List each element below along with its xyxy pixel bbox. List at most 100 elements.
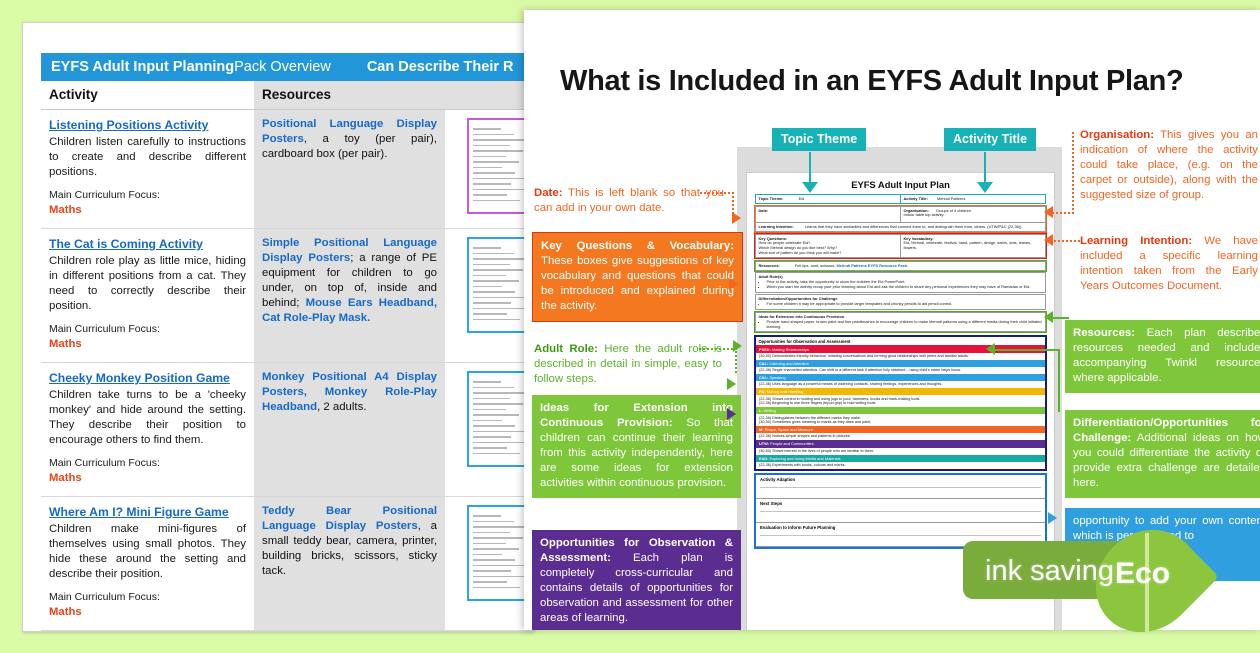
leader-key-questions-arrow-icon (729, 278, 738, 290)
note-observation: Opportunities for Observation & Assessme… (532, 530, 741, 630)
key-question-item: Which Mehndi design do you like best? Wh… (758, 245, 838, 251)
overview-document-content: EYFS Adult Input Planning Pack Overview … (41, 53, 533, 631)
leader-extension-arrow-icon (727, 378, 736, 390)
activity-link[interactable]: The Cat is Coming Activity (49, 237, 203, 251)
topic-theme-label: Topic Theme: (758, 195, 784, 201)
extension-item: Provide hand shaped paper, brown paint a… (767, 319, 1043, 329)
worksheet-thumbnail[interactable] (467, 118, 533, 214)
overview-header-bar: EYFS Adult Input Planning Pack Overview … (41, 53, 533, 81)
observation-text: (30-50) Shows interest in the lives of p… (759, 448, 875, 453)
activity-description: Children make mini-figures of themselves… (49, 523, 246, 581)
note-extension: Ideas for Extension into Continuous Prov… (532, 395, 741, 498)
leader-date-h (700, 192, 734, 194)
observation-code: PD: (759, 389, 766, 395)
table-row: Cheeky Monkey Position Game Children take… (41, 362, 533, 498)
plan-topic-row-table: Topic Theme: Eid Activity Title: Mehndi … (755, 194, 1046, 204)
worksheet-thumbnail[interactable] (467, 237, 533, 333)
observation-band: PSED: Making Relationships (756, 345, 1045, 353)
resource-link[interactable]: Simple Positional Language Display Poste… (262, 237, 437, 265)
key-question-item: What sort of pattern do you think you wi… (758, 249, 842, 255)
leader-adult-role-v (735, 348, 737, 373)
column-header-activity: Activity (41, 81, 254, 110)
resource-text: ; a range of PE equipment for children t… (262, 252, 437, 310)
resources-label: Resources: (758, 262, 780, 268)
observation-code: L: (759, 408, 763, 414)
plan-extension-table: Ideas for Extension into Continuous Prov… (754, 311, 1047, 334)
note-learning-intention-heading: Learning Intention: (1080, 235, 1193, 247)
focus-label: Main Curriculum Focus: (49, 591, 160, 604)
activity-link[interactable]: Cheeky Monkey Position Game (49, 371, 230, 386)
plan-adult-role-row: Adult Role(s) Prior to the activity, tak… (755, 272, 1046, 294)
activity-title-label: Activity Title: (903, 195, 928, 201)
leader-learning-intention-h (1054, 240, 1080, 242)
eco-badge-label: ink saving (985, 555, 1114, 587)
note-differentiation-heading: Differentiation/Opportunities for Challe… (1073, 417, 1260, 444)
tag-topic-theme-arrow-icon (802, 182, 818, 193)
resources-link[interactable]: Mehndi Patterns EYFS Resource Pack. (836, 262, 909, 268)
adult-role-item: Prior to the activity, take the opportun… (767, 279, 1043, 285)
plan-blank-section[interactable]: Activity Adaption (756, 475, 1045, 499)
activity-link[interactable]: Listening Positions Activity (49, 118, 209, 132)
plan-blank-sections: Activity Adaption Next Steps Evaluation to… (754, 472, 1047, 549)
focus-label: Main Curriculum Focus: (49, 457, 160, 470)
activity-description: Children listen carefully to instruction… (49, 136, 246, 179)
resource-link[interactable]: Positional Language Display Posters (262, 118, 437, 146)
focus-value: Maths (49, 472, 82, 485)
activity-link[interactable]: Where Am I? Mini Figure Game (49, 505, 229, 520)
resource-link-2[interactable]: Mouse Ears Headband, Cat Role-Play Mask. (262, 297, 437, 325)
observation-area: Shape, Space and Measure (763, 427, 813, 433)
overview-table-header-row: Activity Resources (41, 81, 533, 110)
table-row: Listening Positions Activity Children lis… (41, 109, 533, 229)
overview-table: Activity Resources Listening Positions A… (41, 81, 533, 631)
focus-label: Main Curriculum Focus: (49, 323, 160, 336)
key-questions-label: Key Questions: (758, 235, 788, 241)
note-differentiation-body: Additional ideas on how you could differ… (1073, 431, 1260, 489)
plan-blank-section-label: Evaluation to Inform Future Planning (760, 524, 836, 530)
observation-band: PD: Moving and Handling (756, 388, 1045, 396)
observation-code: EAD: (759, 455, 769, 461)
resources-cell: Monkey Positional A4 Display Posters, Mo… (254, 362, 445, 498)
thumbnail-cell (445, 496, 533, 631)
topic-theme-value: Eid (798, 195, 805, 201)
resource-link[interactable]: Monkey Positional A4 Display Posters, Mo… (262, 371, 437, 414)
leader-date-arrow-icon (732, 212, 741, 224)
adult-role-label: Adult Role(s) (758, 273, 783, 279)
overview-header-right-label: Can Describe Their R (366, 59, 514, 75)
plan-blank-section-line (760, 510, 1041, 512)
differentiation-item: For some children it may be appropriate … (767, 301, 1043, 307)
resource-text: , 2 adults. (317, 401, 367, 414)
resources-cell: Positional Language Display Posters, a t… (254, 109, 445, 229)
organisation-label: Organisation: (903, 207, 929, 213)
resources-cell: Coloured Robot Headbands, Coloured Robot… (254, 630, 445, 631)
note-extension-body: So that children can continue their lear… (540, 416, 733, 489)
observation-area: Exploring and Using Media and Materials (768, 455, 841, 461)
worksheet-thumbnail[interactable] (467, 371, 533, 468)
key-vocabulary-value: Eid, Mehndi, celebrate, festival, hand, … (903, 240, 1032, 251)
note-resources-heading: Resources: (1073, 327, 1136, 339)
overview-title-light: Pack Overview (234, 59, 331, 75)
observation-text: (22-36) Notices simple shapes and patter… (759, 434, 851, 439)
plan-differentiation-row: Differentiation/Opportunities for Challe… (755, 294, 1046, 311)
observation-code: C&L: (759, 375, 769, 381)
leader-differentiation-v (1058, 350, 1060, 412)
leader-adult-role-h (699, 348, 737, 350)
resource-link[interactable]: Teddy Bear Positional Language Display P… (262, 505, 437, 533)
leader-observation-arrow-icon (727, 408, 736, 420)
note-adult-role: Adult Role: Here the adult role is descr… (534, 342, 722, 387)
plan-blank-section[interactable]: Next Steps (756, 499, 1045, 523)
plan-differentiation-table: Differentiation/Opportunities for Challe… (755, 294, 1046, 311)
note-learning-intention: Learning Intention: We have included a s… (1080, 234, 1258, 294)
foreground-info-panel: What is Included in an EYFS Adult Input … (524, 10, 1260, 630)
adult-role-item: When you start the activity recap your p… (767, 285, 1043, 290)
leader-differentiation-arrow-icon (986, 343, 995, 355)
leader-resources-h (1051, 317, 1069, 319)
focus-value: Maths (49, 204, 82, 217)
activity-title-value: Mehndi Patterns (936, 195, 966, 201)
resources-cell: Teddy Bear Positional Language Display P… (254, 496, 445, 631)
plan-blank-section-line (760, 486, 1041, 488)
extension-label: Ideas for Extension into Continuous Prov… (758, 313, 845, 319)
plan-blank-section[interactable]: Evaluation to Inform Future Planning (756, 523, 1045, 547)
plan-extension-row: Ideas for Extension into Continuous Prov… (755, 312, 1046, 333)
leader-organisation-h (1052, 212, 1074, 214)
